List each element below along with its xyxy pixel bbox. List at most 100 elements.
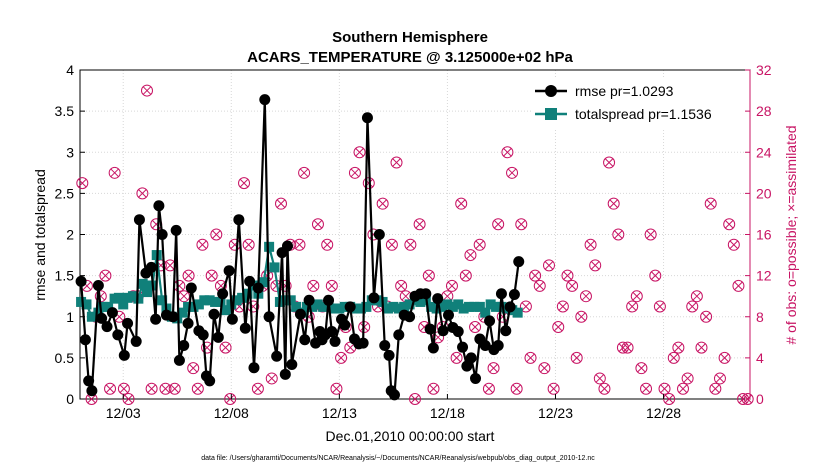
- rmse-point: [393, 329, 405, 341]
- obs-assimilated-marker: [456, 199, 466, 209]
- series-layer: [75, 94, 525, 401]
- y-left-tick-label: 2: [66, 227, 74, 243]
- obs-possible-marker: [506, 166, 519, 179]
- obs-assimilated-marker: [350, 168, 360, 178]
- obs-possible-marker: [376, 197, 389, 210]
- totalspread-point: [204, 295, 215, 306]
- obs-possible-marker: [570, 351, 583, 364]
- obs-possible-marker: [543, 259, 555, 272]
- rmse-point: [182, 317, 194, 329]
- rmse-point: [133, 214, 145, 226]
- obs-assimilated-marker: [521, 302, 531, 311]
- obs-possible-marker: [635, 362, 648, 375]
- obs-assimilated-marker: [410, 394, 420, 404]
- x-axis-ticks: 12/03 12/08 12/13 12/18 12/23 12/28: [106, 394, 681, 421]
- obs-assimilated-marker: [567, 281, 577, 291]
- obs-assimilated-marker: [678, 384, 688, 394]
- rmse-point: [75, 275, 87, 287]
- obs-possible-marker: [690, 290, 703, 303]
- obs-assimilated-marker: [590, 260, 600, 270]
- totalspread-point: [215, 296, 226, 307]
- totalspread-point: [404, 299, 415, 310]
- obs-possible-marker: [464, 249, 477, 262]
- rmse-point: [361, 112, 373, 124]
- totalspread-point: [231, 295, 242, 306]
- rmse-point: [461, 360, 473, 372]
- obs-assimilated-marker: [442, 291, 452, 301]
- rmse-point: [420, 288, 432, 300]
- obs-assimilated-marker: [650, 271, 660, 280]
- obs-possible-marker: [598, 382, 611, 395]
- obs-possible-marker: [159, 382, 172, 395]
- rmse-point: [437, 325, 449, 337]
- obs-assimilated-marker: [683, 374, 692, 383]
- obs-possible-marker: [242, 238, 255, 251]
- rmse-point: [357, 337, 369, 349]
- obs-assimilated-marker: [512, 384, 522, 394]
- rmse-point: [217, 288, 229, 300]
- rmse-point: [170, 224, 182, 236]
- obs-possible-marker: [510, 382, 523, 395]
- rmse-point: [368, 292, 380, 304]
- obs-assimilated-marker: [466, 250, 475, 260]
- y-axis-right-label: # of obs: o=possible; ×=assimilated: [783, 125, 799, 344]
- rmse-point: [167, 311, 179, 323]
- obs-possible-marker: [713, 372, 726, 385]
- obs-assimilated-marker: [581, 291, 591, 301]
- obs-assimilated-marker: [660, 384, 669, 394]
- y-left-tick-label: 1: [66, 309, 74, 325]
- obs-possible-marker: [547, 382, 560, 395]
- obs-possible-marker: [524, 351, 537, 364]
- obs-assimilated-marker: [119, 384, 129, 394]
- obs-possible-marker: [395, 279, 408, 292]
- obs-assimilated-marker: [595, 374, 605, 383]
- rmse-point: [427, 342, 439, 354]
- rmse-point: [508, 289, 520, 301]
- obs-assimilated-marker: [526, 353, 535, 363]
- obs-assimilated-marker: [392, 158, 401, 167]
- totalspread-point: [127, 291, 138, 302]
- obs-assimilated-marker: [563, 271, 572, 280]
- obs-possible-marker: [515, 218, 528, 231]
- totalspread-point: [318, 301, 329, 312]
- totalspread-point: [188, 301, 199, 312]
- rmse-point: [130, 335, 142, 347]
- rmse-point: [239, 322, 251, 334]
- rmse-point: [504, 301, 516, 313]
- obs-possible-marker: [556, 300, 569, 313]
- obs-possible-marker: [409, 393, 421, 405]
- obs-assimilated-marker: [729, 240, 739, 250]
- obs-assimilated-marker: [627, 302, 637, 311]
- rmse-point: [500, 325, 512, 337]
- obs-possible-marker: [459, 269, 472, 282]
- y-right-tick-label: 24: [756, 144, 772, 160]
- totalspread-point: [355, 303, 366, 314]
- obs-assimilated-marker: [553, 322, 563, 332]
- obs-possible-marker: [700, 310, 713, 323]
- obs-possible-marker: [709, 382, 722, 395]
- rmse-point: [443, 309, 454, 321]
- rmse-point: [156, 229, 168, 240]
- rmse-point: [492, 340, 504, 352]
- obs-assimilated-marker: [503, 147, 512, 157]
- obs-possible-marker: [298, 166, 311, 179]
- y-right-tick-label: 28: [756, 103, 772, 119]
- totalspread-point: [491, 301, 502, 312]
- obs-assimilated-marker: [623, 343, 632, 352]
- obs-possible-marker: [335, 351, 348, 364]
- legend-rmse-marker: [545, 85, 557, 97]
- rmse-point: [208, 308, 220, 320]
- obs-assimilated-marker: [540, 363, 549, 373]
- obs-possible-marker: [626, 300, 639, 313]
- rmse-point: [424, 323, 436, 335]
- obs-possible-marker: [196, 238, 209, 251]
- totalspread-point: [447, 301, 458, 312]
- obs-assimilated-marker: [138, 189, 147, 198]
- totalspread-point: [426, 301, 437, 312]
- totalspread-point: [81, 299, 92, 310]
- obs-assimilated-marker: [558, 302, 568, 311]
- obs-assimilated-marker: [609, 199, 619, 209]
- obs-assimilated-marker: [637, 363, 646, 373]
- rmse-point: [470, 372, 482, 384]
- obs-possible-marker: [612, 228, 625, 241]
